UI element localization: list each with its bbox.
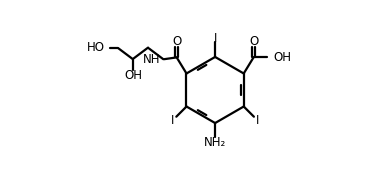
Text: O: O <box>172 35 181 48</box>
Text: HO: HO <box>87 41 105 54</box>
Text: O: O <box>249 35 258 48</box>
Text: I: I <box>214 32 217 45</box>
Text: NH: NH <box>142 53 160 66</box>
Text: OH: OH <box>273 51 291 64</box>
Text: NH₂: NH₂ <box>204 136 226 149</box>
Text: I: I <box>256 114 260 127</box>
Text: I: I <box>170 114 174 127</box>
Text: OH: OH <box>124 69 142 82</box>
